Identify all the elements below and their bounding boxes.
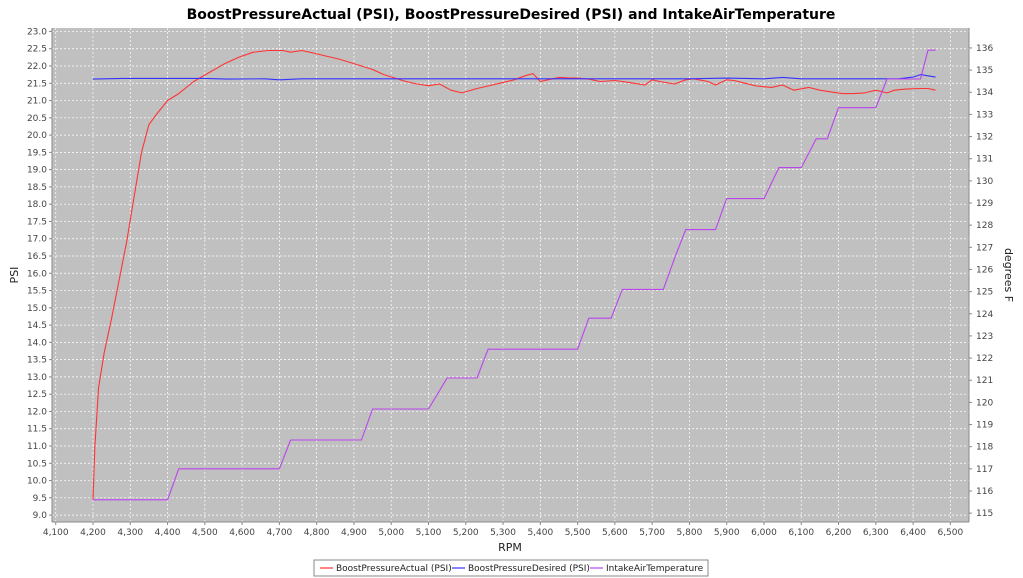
y2-tick-label: 123 — [976, 332, 993, 342]
x-tick-label: 4,500 — [192, 528, 218, 538]
x-tick-label: 5,400 — [527, 528, 553, 538]
y2-tick-label: 124 — [976, 310, 993, 320]
y-tick-label: 13.5 — [27, 356, 47, 366]
x-tick-label: 5,800 — [677, 528, 703, 538]
y2-tick-label: 120 — [976, 398, 993, 408]
x-tick-label: 5,000 — [378, 528, 404, 538]
y2-tick-label: 119 — [976, 421, 993, 431]
series-boost-desired-line — [92, 74, 936, 81]
x-tick-label: 6,400 — [900, 528, 926, 538]
x-ticks: 4,100 4,200 4,300 4,400 4,500 4,600 4,700 4,800… — [43, 522, 964, 538]
x-tick-label: 5,200 — [453, 528, 479, 538]
y-tick-label: 12.0 — [27, 407, 47, 417]
x-tick-label: 6,300 — [863, 528, 889, 538]
y-tick-label: 15.5 — [27, 287, 47, 297]
x-tick-label: 4,400 — [155, 528, 181, 538]
y2-tick-label: 122 — [976, 354, 993, 364]
y-tick-label: 21.0 — [27, 97, 47, 107]
y2-tick-label: 116 — [976, 487, 993, 497]
y-tick-label: 22.0 — [27, 62, 47, 72]
series-intake-air-temp-line — [93, 49, 936, 501]
x-tick-label: 6,100 — [788, 528, 814, 538]
y-tick-label: 20.0 — [27, 131, 47, 141]
x-tick-label: 4,800 — [304, 528, 330, 538]
y-tick-label: 23.0 — [27, 27, 47, 37]
y-tick-label: 9.5 — [33, 494, 47, 504]
y2-tick-label: 136 — [976, 44, 993, 54]
y-tick-label: 12.5 — [27, 390, 47, 400]
x-tick-label: 5,300 — [490, 528, 516, 538]
y-tick-label: 10.0 — [27, 477, 47, 487]
y2-axis-label: degrees F — [1002, 248, 1015, 302]
y-tick-label: 14.5 — [27, 321, 47, 331]
x-tick-label: 5,700 — [639, 528, 665, 538]
y2-tick-label: 134 — [976, 88, 993, 98]
legend: BoostPressureActual (PSI) BoostPressureD… — [313, 559, 709, 577]
y2-tick-label: 135 — [976, 66, 993, 76]
plot-area — [52, 28, 969, 522]
x-tick-label: 4,100 — [43, 528, 69, 538]
y-tick-label: 18.0 — [27, 200, 47, 210]
x-tick-label: 4,200 — [80, 528, 106, 538]
y-tick-label: 19.0 — [27, 166, 47, 176]
x-tick-label: 6,000 — [751, 528, 777, 538]
legend-label-iat: IntakeAirTemperature — [606, 564, 704, 574]
x-tick-label: 5,900 — [714, 528, 740, 538]
y2-tick-label: 121 — [976, 376, 993, 386]
y2-tick-label: 127 — [976, 243, 993, 253]
x-tick-label: 5,600 — [602, 528, 628, 538]
x-axis-label: RPM — [498, 541, 522, 554]
y-tick-label: 17.5 — [27, 217, 47, 227]
y2-tick-label: 125 — [976, 288, 993, 298]
y-tick-label: 22.5 — [27, 45, 47, 55]
y-tick-label: 19.5 — [27, 148, 47, 158]
x-tick-label: 6,200 — [826, 528, 852, 538]
y2-tick-label: 117 — [976, 465, 993, 475]
y2-tick-label: 126 — [976, 265, 993, 275]
y-tick-label: 9.0 — [33, 511, 48, 521]
series-layer — [92, 49, 936, 501]
y2-tick-label: 130 — [976, 177, 993, 187]
y-tick-label: 17.0 — [27, 235, 47, 245]
y2-tick-label: 133 — [976, 110, 993, 120]
legend-label-desired: BoostPressureDesired (PSI) — [468, 564, 590, 574]
grid-lines — [52, 28, 969, 522]
y-tick-label: 14.0 — [27, 338, 47, 348]
x-tick-label: 6,500 — [937, 528, 963, 538]
legend-box — [313, 559, 709, 577]
y-tick-label: 10.5 — [27, 459, 47, 469]
y2-tick-label: 118 — [976, 443, 993, 453]
y2-tick-label: 129 — [976, 199, 993, 209]
y-tick-label: 16.5 — [27, 252, 47, 262]
y-tick-label: 11.5 — [27, 425, 47, 435]
y2-tick-label: 115 — [976, 509, 993, 519]
x-tick-label: 4,300 — [117, 528, 143, 538]
y-tick-label: 15.0 — [27, 304, 47, 314]
legend-label-actual: BoostPressureActual (PSI) — [336, 564, 452, 574]
y-tick-label: 16.0 — [27, 269, 47, 279]
y-ticks: 9.0 9.5 10.0 10.5 11.0 11.5 12.0 12.5 13.0 13.5 14… — [27, 27, 52, 521]
y2-tick-label: 131 — [976, 155, 993, 165]
y-tick-label: 11.0 — [27, 442, 47, 452]
x-tick-label: 5,100 — [416, 528, 442, 538]
y2-tick-label: 128 — [976, 221, 993, 231]
y-tick-label: 21.5 — [27, 79, 47, 89]
x-tick-label: 4,900 — [341, 528, 367, 538]
chart-title: BoostPressureActual (PSI), BoostPressure… — [187, 7, 836, 23]
x-tick-label: 4,700 — [267, 528, 293, 538]
series-boost-actual-line — [92, 49, 936, 500]
y-tick-label: 18.5 — [27, 183, 47, 193]
y2-tick-label: 132 — [976, 133, 993, 143]
y-tick-label: 13.0 — [27, 373, 47, 383]
x-tick-label: 5,500 — [565, 528, 591, 538]
x-tick-label: 4,600 — [229, 528, 255, 538]
y2-ticks: 115 116 117 118 119 120 121 122 123 124 125 126 127 1… — [969, 44, 993, 519]
y-tick-label: 20.5 — [27, 114, 47, 124]
y-axis-label: PSI — [8, 267, 21, 284]
